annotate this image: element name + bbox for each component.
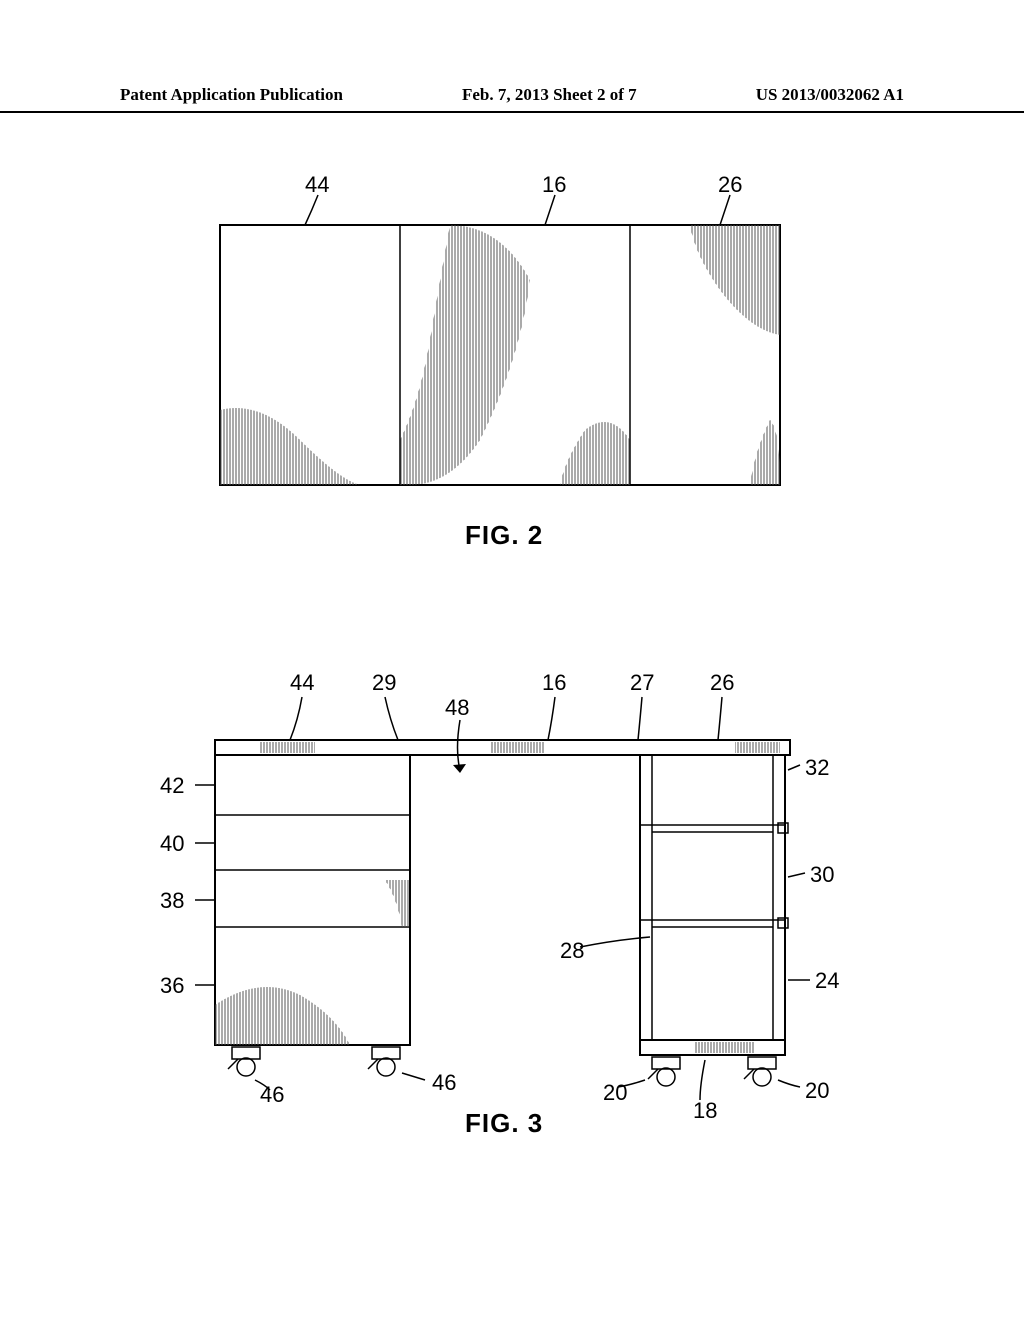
fig2-ref-26: 26 [718, 172, 742, 198]
fig3-ref-44: 44 [290, 670, 314, 696]
fig2-ref-16: 16 [542, 172, 566, 198]
fig3-ref-42: 42 [160, 773, 184, 799]
fig3-ref-26: 26 [710, 670, 734, 696]
fig3-ref-16: 16 [542, 670, 566, 696]
fig3-ref-32: 32 [805, 755, 829, 781]
fig3-label: FIG. 3 [465, 1108, 543, 1139]
fig3-ref-46a: 46 [260, 1082, 284, 1108]
fig3-drawing [140, 665, 880, 1125]
header-right: US 2013/0032062 A1 [756, 85, 904, 105]
header-left: Patent Application Publication [120, 85, 343, 105]
fig3-ref-18: 18 [693, 1098, 717, 1124]
page-header: Patent Application Publication Feb. 7, 2… [0, 85, 1024, 113]
header-center: Feb. 7, 2013 Sheet 2 of 7 [462, 85, 637, 105]
fig3-ref-38: 38 [160, 888, 184, 914]
fig3-ref-20b: 20 [805, 1078, 829, 1104]
fig3-ref-46b: 46 [432, 1070, 456, 1096]
fig3-ref-28: 28 [560, 938, 584, 964]
fig3-ref-36: 36 [160, 973, 184, 999]
fig3-ref-29: 29 [372, 670, 396, 696]
fig3-ref-20a: 20 [603, 1080, 627, 1106]
fig2-drawing [190, 180, 830, 510]
fig3-ref-40: 40 [160, 831, 184, 857]
patent-page: Patent Application Publication Feb. 7, 2… [0, 0, 1024, 1320]
fig3-ref-27: 27 [630, 670, 654, 696]
fig2-label: FIG. 2 [465, 520, 543, 551]
fig3-ref-30: 30 [810, 862, 834, 888]
fig3-ref-48: 48 [445, 695, 469, 721]
fig3-ref-24: 24 [815, 968, 839, 994]
fig2-ref-44: 44 [305, 172, 329, 198]
